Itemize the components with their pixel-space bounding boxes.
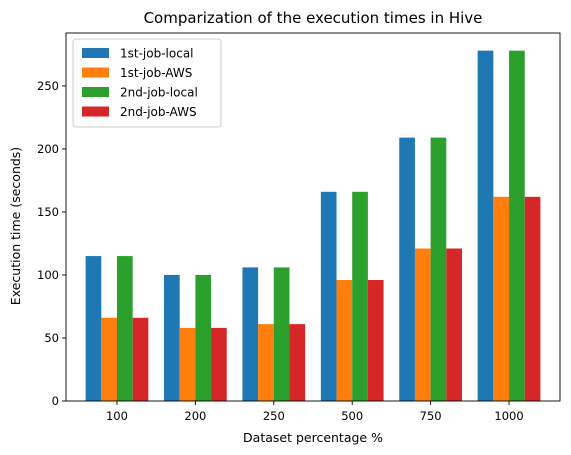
bar-1st-job-local-200 — [164, 275, 180, 401]
legend-label: 2nd-job-local — [120, 86, 198, 100]
y-tick-label: 250 — [37, 79, 59, 93]
bar-1st-job-local-750 — [399, 138, 415, 401]
x-axis-label: Dataset percentage % — [243, 430, 383, 445]
x-tick-label: 200 — [184, 409, 206, 423]
bar-1st-job-AWS-200 — [180, 328, 196, 401]
x-tick-label: 100 — [106, 409, 128, 423]
x-tick-label: 250 — [263, 409, 285, 423]
chart-title: Comparization of the execution times in … — [144, 9, 483, 27]
bar-2nd-job-AWS-250 — [289, 324, 305, 401]
bar-1st-job-AWS-500 — [337, 280, 353, 401]
x-tick-label: 500 — [341, 409, 363, 423]
bar-1st-job-AWS-250 — [258, 324, 274, 401]
legend-label: 1st-job-local — [120, 47, 194, 61]
x-tick-label: 750 — [420, 409, 442, 423]
legend-label: 1st-job-AWS — [120, 66, 192, 80]
bar-2nd-job-AWS-100 — [133, 318, 149, 401]
legend-label: 2nd-job-AWS — [120, 105, 197, 119]
y-tick-label: 150 — [37, 205, 59, 219]
y-tick-label: 100 — [37, 268, 59, 282]
bar-1st-job-local-500 — [321, 192, 337, 401]
bar-2nd-job-AWS-200 — [211, 328, 227, 401]
bar-2nd-job-local-500 — [352, 192, 368, 401]
legend-swatch — [82, 87, 109, 97]
y-tick-label: 50 — [44, 331, 59, 345]
x-tick-label: 1000 — [494, 409, 523, 423]
bar-2nd-job-local-750 — [431, 138, 447, 401]
bar-2nd-job-AWS-1000 — [525, 197, 541, 401]
bar-1st-job-local-250 — [242, 267, 258, 401]
bar-2nd-job-local-250 — [274, 267, 290, 401]
legend-swatch — [82, 68, 109, 78]
bar-2nd-job-AWS-750 — [446, 249, 462, 401]
legend-swatch — [82, 107, 109, 117]
y-tick-label: 200 — [37, 142, 59, 156]
bar-1st-job-AWS-100 — [101, 318, 117, 401]
bar-1st-job-local-1000 — [478, 51, 494, 401]
bar-1st-job-AWS-750 — [415, 249, 431, 401]
bar-2nd-job-local-1000 — [509, 51, 525, 401]
y-axis-label: Execution time (seconds) — [8, 147, 23, 305]
legend-swatch — [82, 48, 109, 58]
bar-1st-job-AWS-1000 — [493, 197, 509, 401]
bar-2nd-job-local-200 — [195, 275, 211, 401]
y-tick-label: 0 — [52, 394, 59, 408]
bar-2nd-job-local-100 — [117, 256, 133, 401]
bar-2nd-job-AWS-500 — [368, 280, 384, 401]
legend: 1st-job-local 1st-job-AWS 2nd-job-local 2nd… — [73, 39, 221, 127]
bar-1st-job-local-100 — [86, 256, 102, 401]
